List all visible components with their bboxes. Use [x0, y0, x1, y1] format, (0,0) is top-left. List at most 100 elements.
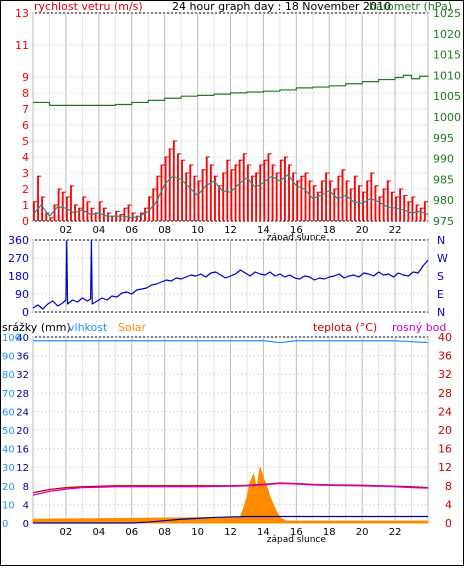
p1-x-tick-5: 12 [224, 225, 237, 236]
wind-gust-bar-9 [70, 185, 72, 221]
p3-sunset-label: západ slunce [267, 535, 327, 545]
wind-gust-bar-31 [160, 165, 163, 221]
wind-gust-bar-62 [288, 165, 290, 221]
wind-gust-bar-92 [411, 197, 414, 221]
wind-gust-bar-77 [349, 189, 352, 221]
p3-rain-tick-8: 32 [16, 370, 29, 381]
p3-x-tick-0: 02 [60, 527, 73, 538]
p1-left-tick-10: 11 [15, 39, 29, 52]
wind-gust-bar-48 [230, 169, 233, 221]
p1-x-tick-7: 16 [290, 225, 303, 236]
wind-gust-bar-54 [255, 173, 258, 221]
p3-right-tick-0: 0 [445, 517, 452, 530]
wind-pressure-panel: 0123456789111397598098599099510001005101… [15, 7, 461, 243]
wind-gust-bar-71 [325, 173, 327, 221]
p1-x-tick-3: 08 [158, 225, 171, 236]
wind-gust-bar-6 [57, 189, 60, 221]
wind-gust-bar-84 [378, 197, 381, 221]
wind-gust-bar-38 [189, 165, 192, 221]
wind-gust-bar-61 [283, 157, 286, 221]
p2-left-tick-4: 360 [8, 234, 29, 247]
p3-rain-tick-1: 4 [23, 500, 29, 511]
p1-left-tick-1: 1 [22, 199, 29, 212]
p3-rain-tick-4: 16 [16, 445, 29, 456]
wind-gust-bar-22 [123, 208, 126, 221]
p3-right-tick-2: 8 [445, 480, 452, 493]
wind-gust-bar-4 [49, 217, 52, 221]
p1-right-tick-9: 1020 [433, 28, 461, 41]
wind-gust-bar-88 [395, 197, 397, 221]
p3-rain-tick-5: 20 [16, 426, 29, 437]
p3-x-tick-7: 16 [290, 527, 303, 538]
p3-x-tick-5: 12 [224, 527, 237, 538]
p1-right-tick-6: 1005 [433, 90, 461, 103]
p1-x-tick-4: 10 [191, 225, 204, 236]
wind-gust-bar-79 [358, 185, 360, 221]
p1-left-tick-5: 5 [22, 135, 29, 148]
wind-gust-bar-51 [242, 153, 245, 221]
p1-left-tick-8: 8 [22, 87, 29, 100]
p1-right-tick-3: 990 [433, 153, 454, 166]
p3-rain-tick-3: 12 [16, 463, 29, 474]
p3-humidity-tick-6: 60 [2, 407, 15, 418]
wind-gust-bar-36 [181, 160, 183, 221]
wind-gust-bar-73 [333, 189, 336, 221]
wind-gust-bar-13 [86, 201, 89, 221]
p1-left-tick-3: 3 [22, 167, 29, 180]
wind-gust-bar-52 [246, 165, 249, 221]
wind-gust-bar-53 [251, 176, 253, 221]
pressure-axis-label: barometr (hPa) [369, 0, 452, 13]
wind-gust-bar-34 [172, 141, 175, 221]
chart-title: 24 hour graph day : 18 November 2010 [172, 0, 391, 13]
p3-right-tick-4: 16 [438, 443, 452, 456]
wind-gust-bar-83 [374, 185, 377, 221]
wind-gust-bar-28 [148, 197, 151, 221]
wind-gust-bar-60 [279, 160, 282, 221]
p1-left-tick-11: 13 [15, 7, 29, 20]
p3-right-tick-10: 40 [438, 331, 452, 344]
p3-x-tick-8: 18 [323, 527, 336, 538]
p1-x-tick-1: 04 [92, 225, 105, 236]
wind-gust-bar-56 [263, 160, 266, 221]
wind-gust-bar-33 [168, 149, 171, 221]
p1-sunset-label: západ slunce [267, 233, 327, 243]
legend-humidity: vlhkost [68, 321, 108, 334]
wind-gust-bar-3 [45, 213, 48, 221]
p3-x-tick-10: 22 [389, 527, 402, 538]
p1-left-tick-2: 2 [22, 183, 29, 196]
wind-gust-bar-75 [341, 169, 344, 221]
wind-gust-bar-24 [131, 213, 134, 221]
p1-right-tick-5: 1000 [433, 111, 461, 124]
p1-right-tick-1: 980 [433, 194, 454, 207]
wind-gust-bar-65 [300, 176, 303, 221]
wind-gust-bar-35 [177, 153, 179, 221]
wind-gust-bar-63 [292, 173, 295, 221]
p1-right-tick-10: 1025 [433, 7, 461, 20]
wind-gust-bar-89 [399, 189, 402, 221]
wind-gust-bar-43 [209, 165, 212, 221]
wind-gust-bar-67 [308, 181, 311, 221]
wind-gust-bar-78 [353, 176, 356, 221]
wind-gust-bar-19 [111, 216, 114, 221]
wind-gust-bar-42 [205, 157, 208, 221]
p3-right-tick-8: 32 [438, 368, 452, 381]
rain-axis-label: srážky (mm) [2, 321, 71, 334]
p2-left-tick-1: 90 [15, 288, 29, 301]
p3-right-tick-5: 20 [438, 424, 452, 437]
p3-humidity-tick-0: 0 [2, 519, 8, 530]
p3-humidity-tick-9: 90 [2, 352, 15, 363]
wind-gust-bar-5 [53, 205, 56, 221]
p3-rain-tick-10: 40 [16, 333, 29, 344]
wind-gust-bar-59 [275, 173, 278, 221]
wind-gust-bar-16 [98, 201, 101, 221]
wind-gust-bar-93 [415, 205, 418, 221]
dewpoint-line [32, 482, 429, 496]
wind-gust-bar-55 [259, 165, 262, 221]
wind-gust-bar-90 [403, 195, 406, 221]
humidity-line [33, 340, 429, 344]
wind-gust-bar-58 [271, 165, 274, 221]
wind-gust-bar-26 [139, 213, 142, 221]
wind-gust-bar-69 [316, 192, 319, 221]
